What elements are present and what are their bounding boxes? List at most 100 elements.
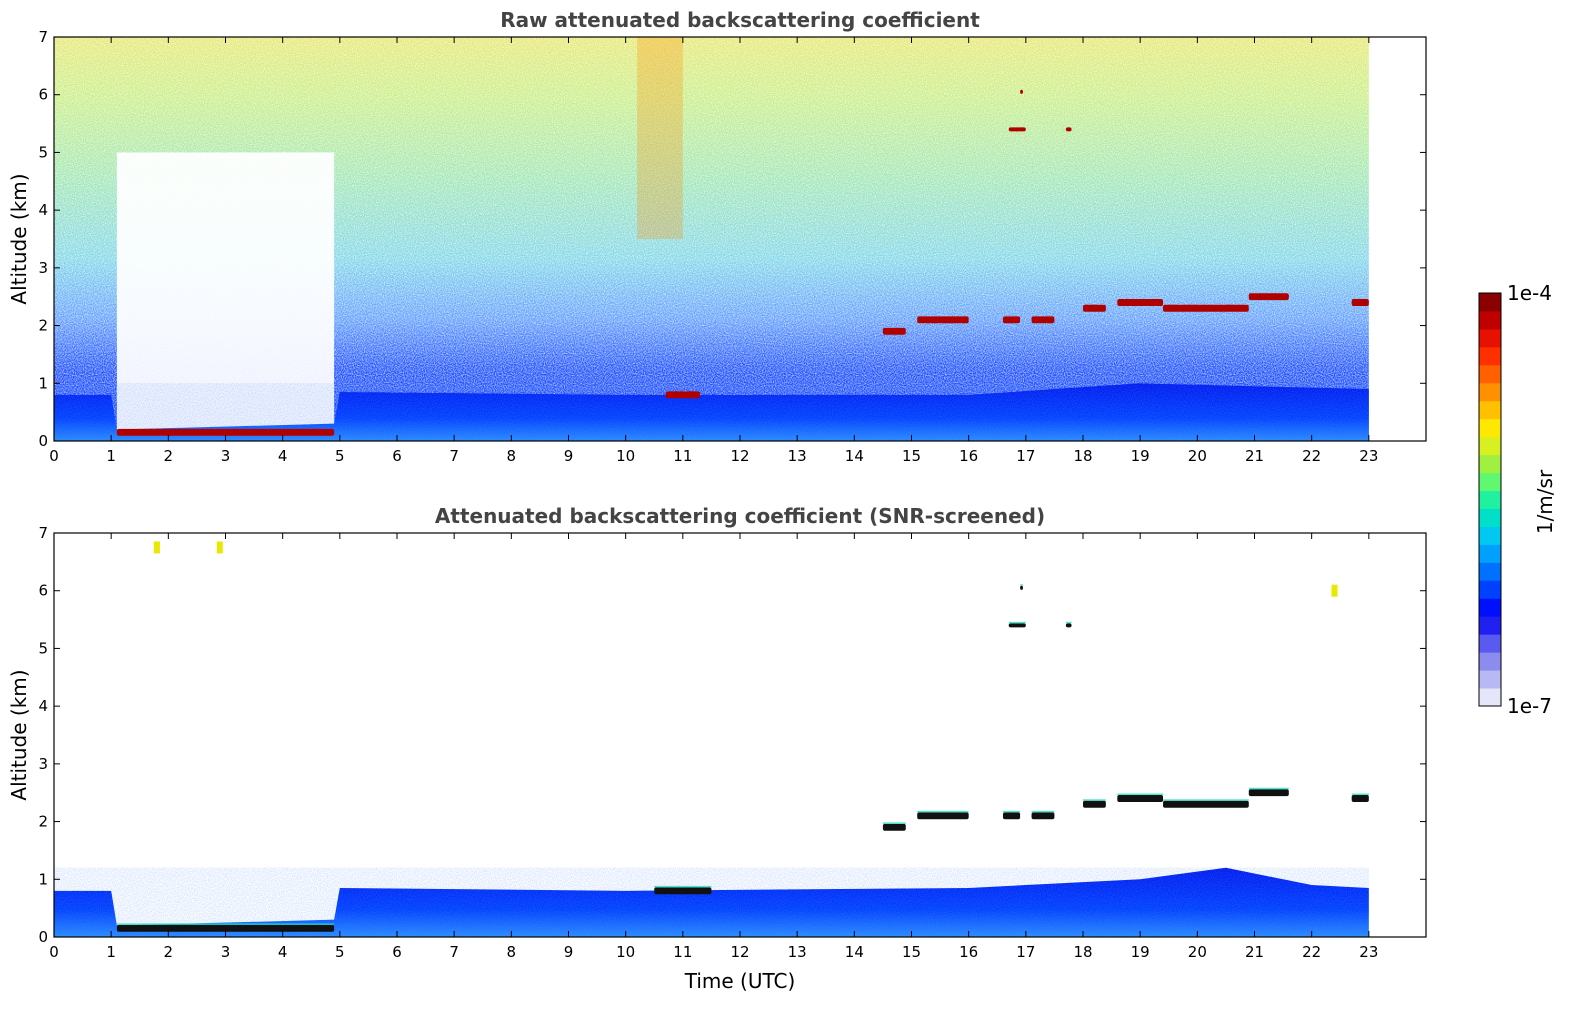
raw-noise-gap bbox=[116, 152, 335, 441]
x-tick-label: 18 bbox=[1073, 943, 1092, 961]
cloud-layer-edge bbox=[1020, 584, 1023, 586]
cloud-layer bbox=[1008, 623, 1026, 628]
aerosol-speck bbox=[216, 541, 223, 554]
cloud-layer bbox=[1351, 795, 1369, 802]
colorbar-step bbox=[1479, 346, 1501, 366]
x-tick-label: 0 bbox=[49, 943, 59, 961]
x-tick-label: 21 bbox=[1245, 943, 1264, 961]
xlabel-time: Time (UTC) bbox=[684, 969, 796, 993]
y-tick-label: 4 bbox=[38, 201, 48, 219]
x-tick-label: 11 bbox=[673, 447, 692, 465]
cloud-layer bbox=[917, 812, 969, 820]
x-tick-label: 13 bbox=[788, 943, 807, 961]
cloud-layer-edge bbox=[1083, 799, 1106, 801]
x-tick-label: 6 bbox=[392, 447, 402, 465]
x-tick-label: 14 bbox=[845, 943, 864, 961]
colorbar-step bbox=[1479, 328, 1501, 348]
x-axis-raw: 0 1 2 3 4 5 6 7 8 9 10 11 12 13 14 15 16 17 18 19 20 21 22 23 bbox=[49, 37, 1378, 465]
aerosol-speck bbox=[1331, 584, 1338, 597]
colorbar-step bbox=[1479, 652, 1501, 671]
cloud-layer bbox=[654, 887, 712, 895]
x-tick-label: 2 bbox=[164, 447, 174, 465]
plot-area-raw bbox=[54, 37, 1369, 441]
x-tick-label: 11 bbox=[673, 943, 692, 961]
x-tick-label: 0 bbox=[49, 447, 59, 465]
cloud-layer bbox=[1020, 89, 1023, 94]
y-axis-screened: 0 1 2 3 4 5 6 7 bbox=[38, 524, 1426, 946]
x-tick-label: 20 bbox=[1188, 447, 1207, 465]
cloud-layer bbox=[116, 924, 335, 932]
panel-title-screened: Attenuated backscattering coefficient (S… bbox=[435, 504, 1045, 528]
cloud-layer bbox=[1065, 127, 1072, 132]
boundary-layer-texture bbox=[54, 383, 1369, 441]
x-tick-label: 16 bbox=[959, 943, 978, 961]
y-tick-label: 4 bbox=[38, 697, 48, 715]
cloud-layer bbox=[1248, 789, 1289, 797]
colorbar: 1e-4 1e-7 1/m/sr bbox=[1478, 281, 1557, 718]
colorbar-frame bbox=[1478, 292, 1502, 707]
y-tick-label: 2 bbox=[38, 317, 48, 335]
cloud-layer bbox=[1002, 316, 1021, 324]
x-tick-label: 22 bbox=[1302, 943, 1321, 961]
y-tick-label: 6 bbox=[38, 86, 48, 104]
cloud-layer bbox=[1351, 299, 1369, 306]
y-tick-label: 3 bbox=[38, 755, 48, 773]
y-tick-label: 2 bbox=[38, 813, 48, 831]
y-tick-label: 7 bbox=[38, 28, 48, 46]
y-tick-label: 7 bbox=[38, 524, 48, 542]
colorbar-step bbox=[1479, 580, 1501, 599]
x-tick-label: 14 bbox=[845, 447, 864, 465]
cloud-layer bbox=[1163, 304, 1249, 312]
cloud-layer bbox=[665, 391, 700, 399]
x-tick-label: 15 bbox=[902, 943, 921, 961]
x-tick-label: 21 bbox=[1245, 447, 1264, 465]
cloud-layer bbox=[1083, 800, 1106, 808]
y-tick-label: 0 bbox=[38, 432, 48, 450]
aerosol-speck bbox=[153, 541, 160, 554]
colorbar-step bbox=[1479, 670, 1501, 689]
x-tick-label: 1 bbox=[106, 943, 116, 961]
x-tick-label: 23 bbox=[1359, 447, 1378, 465]
cloud-layer bbox=[1002, 812, 1021, 820]
colorbar-step bbox=[1479, 436, 1501, 456]
cloud-layer-edge bbox=[1031, 810, 1055, 813]
cloud-layer bbox=[1008, 127, 1026, 132]
x-tick-label: 12 bbox=[730, 447, 749, 465]
ylabel-raw: Altitude (km) bbox=[7, 173, 31, 304]
cloud-layer-edge bbox=[1248, 787, 1289, 790]
cloud-layer bbox=[1020, 585, 1023, 590]
x-tick-label: 16 bbox=[959, 447, 978, 465]
colorbar-max-label: 1e-4 bbox=[1507, 281, 1552, 305]
x-tick-label: 10 bbox=[616, 447, 635, 465]
x-tick-label: 17 bbox=[1016, 943, 1035, 961]
x-tick-label: 6 bbox=[392, 943, 402, 961]
x-tick-label: 20 bbox=[1188, 943, 1207, 961]
x-tick-label: 8 bbox=[507, 447, 517, 465]
colorbar-step bbox=[1479, 508, 1501, 527]
y-tick-label: 0 bbox=[38, 928, 48, 946]
cloud-layer-edge bbox=[1065, 621, 1072, 624]
colorbar-step bbox=[1479, 472, 1501, 492]
colorbar-step bbox=[1479, 364, 1501, 384]
x-tick-label: 23 bbox=[1359, 943, 1378, 961]
cloud-layer-edge bbox=[1117, 793, 1164, 796]
cloud-layer bbox=[1248, 293, 1289, 301]
x-tick-label: 18 bbox=[1073, 447, 1092, 465]
boundary-layer-texture bbox=[54, 867, 1369, 937]
panel-title-raw: Raw attenuated backscattering coefficien… bbox=[500, 8, 980, 32]
cloud-layer-edge bbox=[1351, 793, 1369, 796]
cloud-layer-edge bbox=[1163, 799, 1249, 801]
cloud-layer bbox=[1083, 304, 1106, 312]
colorbar-step bbox=[1479, 634, 1501, 653]
cloud-layer bbox=[882, 823, 906, 831]
cloud-layer-edge bbox=[882, 822, 906, 824]
colorbar-step bbox=[1479, 418, 1501, 438]
cloud-layer-edge bbox=[654, 885, 712, 888]
x-tick-label: 3 bbox=[221, 447, 231, 465]
panel-raw: Raw attenuated backscattering coefficien… bbox=[7, 8, 1427, 465]
colorbar-step bbox=[1479, 562, 1501, 581]
colorbar-step bbox=[1479, 310, 1501, 330]
x-tick-label: 22 bbox=[1302, 447, 1321, 465]
cloud-layer bbox=[1031, 812, 1055, 820]
